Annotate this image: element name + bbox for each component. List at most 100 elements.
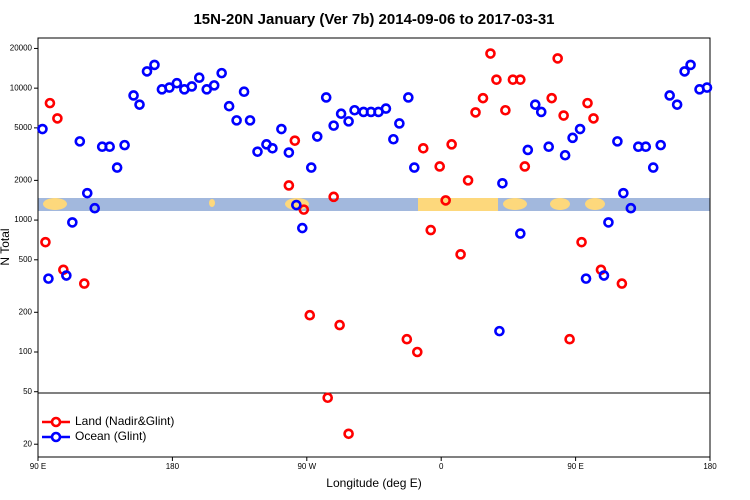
legend-marker <box>50 416 62 428</box>
point <box>252 146 263 157</box>
point <box>685 59 696 71</box>
point <box>283 180 295 191</box>
point <box>519 161 531 172</box>
point <box>612 136 623 147</box>
point <box>328 191 339 203</box>
point <box>320 92 332 103</box>
point <box>37 123 48 135</box>
point <box>664 90 675 101</box>
point <box>567 132 578 144</box>
point <box>276 123 287 135</box>
point <box>78 278 90 289</box>
point <box>491 74 502 85</box>
point <box>701 82 713 93</box>
point <box>141 66 153 77</box>
legend-marker <box>50 431 62 443</box>
point <box>618 187 629 199</box>
point <box>515 228 526 239</box>
point <box>425 224 437 236</box>
point <box>598 270 610 281</box>
point <box>193 72 205 84</box>
map-strip <box>38 198 710 211</box>
point <box>462 175 474 186</box>
point <box>394 118 405 129</box>
point <box>89 202 101 214</box>
point <box>43 273 54 284</box>
point <box>149 59 160 71</box>
point <box>470 107 481 118</box>
point <box>380 103 392 114</box>
point <box>311 131 323 142</box>
point <box>231 115 242 126</box>
chart-title: 15N-20N January (Ver 7b) 2014-09-06 to 2… <box>193 11 554 28</box>
point <box>81 187 93 199</box>
y-tick-label: 100 <box>19 347 33 356</box>
point <box>322 392 334 404</box>
point <box>535 106 547 118</box>
y-tick-label: 10000 <box>10 83 33 92</box>
point <box>455 249 466 260</box>
point <box>223 100 235 112</box>
y-tick-label: 5000 <box>14 123 32 132</box>
point <box>409 162 420 173</box>
point <box>434 161 446 172</box>
point <box>289 135 301 146</box>
point <box>574 123 586 135</box>
x-tick-label: 90 E <box>30 462 46 471</box>
point <box>61 270 72 281</box>
point <box>655 139 667 151</box>
x-tick-label: 90 W <box>297 462 316 471</box>
point <box>328 120 339 131</box>
point <box>74 136 86 147</box>
y-tick-label: 2000 <box>14 175 32 184</box>
point <box>485 48 496 59</box>
y-tick-label: 50 <box>23 387 32 396</box>
x-axis-label: Longitude (deg E) <box>326 476 421 490</box>
point <box>477 92 489 104</box>
point <box>216 67 227 79</box>
point <box>186 81 198 92</box>
point <box>543 141 555 152</box>
point <box>671 99 683 110</box>
point <box>52 113 63 124</box>
point <box>244 115 256 126</box>
y-tick-label: 20000 <box>10 44 33 53</box>
point <box>515 74 526 85</box>
point <box>297 222 308 234</box>
x-tick-label: 180 <box>166 462 180 471</box>
point <box>417 143 429 154</box>
y-axis-label: N Total <box>0 228 12 265</box>
point <box>349 104 360 116</box>
plot-frame <box>37 37 711 458</box>
x-tick-label: 180 <box>703 462 717 471</box>
point <box>576 236 587 248</box>
x-tick-label: 0 <box>439 462 444 471</box>
point <box>500 104 511 116</box>
point <box>403 92 414 103</box>
point <box>522 144 534 156</box>
legend-label: Land (Nadir&Glint) <box>75 414 174 428</box>
point <box>238 86 250 98</box>
point <box>40 236 51 248</box>
point <box>304 309 316 321</box>
point <box>171 77 183 89</box>
point <box>582 97 593 109</box>
point <box>67 217 78 228</box>
point <box>640 141 652 152</box>
point <box>446 139 457 150</box>
point <box>291 199 302 211</box>
point <box>44 97 56 109</box>
y-tick-label: 200 <box>19 307 33 316</box>
point <box>580 273 592 284</box>
point <box>603 217 614 228</box>
y-tick-label: 500 <box>19 255 33 264</box>
point <box>267 143 278 154</box>
point <box>164 82 175 93</box>
point <box>440 195 451 206</box>
point <box>494 325 505 337</box>
point <box>401 333 413 345</box>
x-tick-label: 90 E <box>567 462 583 471</box>
point <box>412 346 423 358</box>
point <box>305 162 317 173</box>
